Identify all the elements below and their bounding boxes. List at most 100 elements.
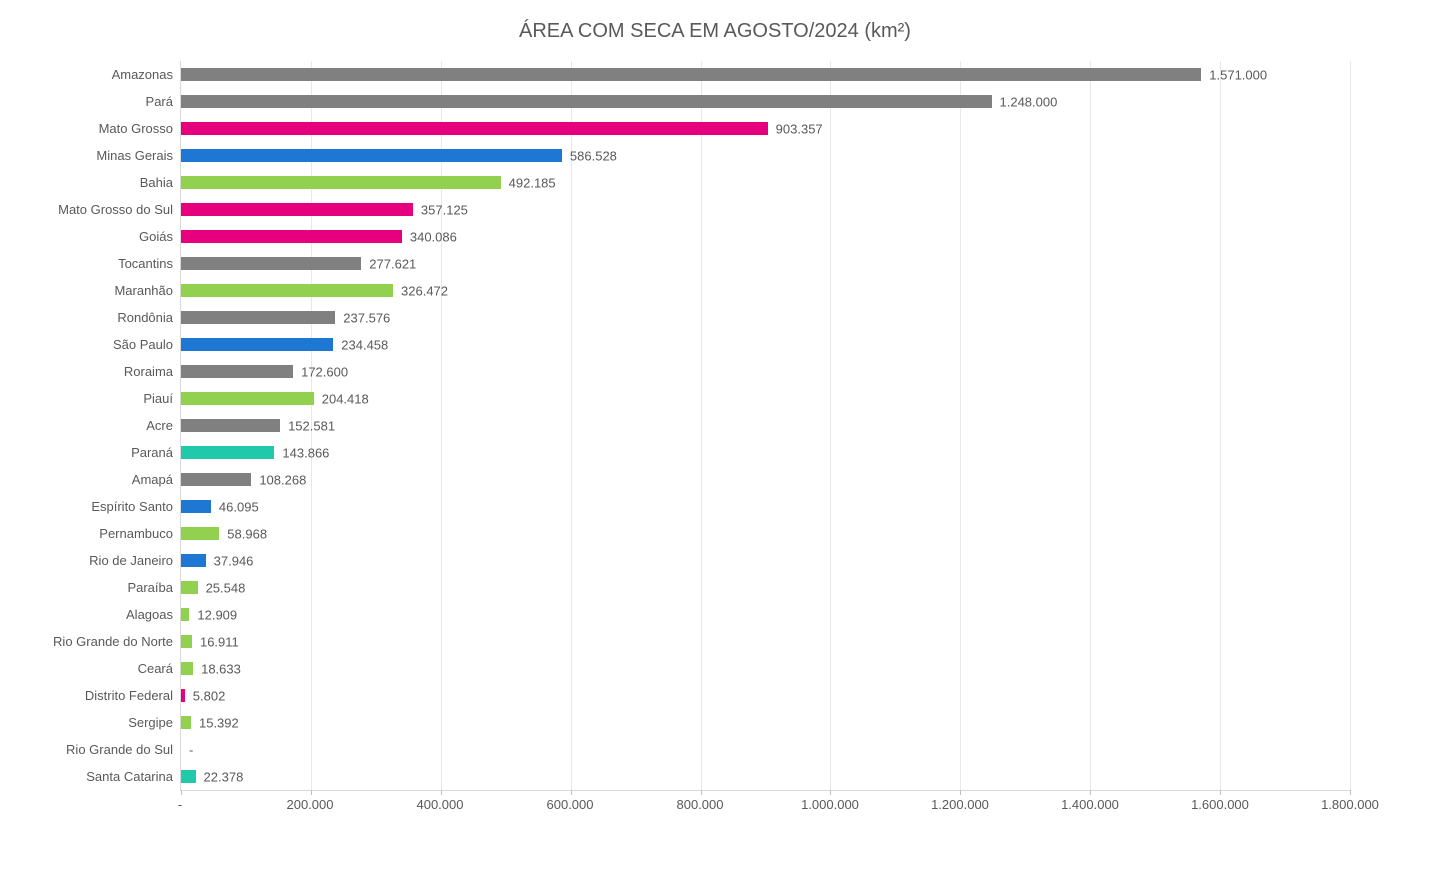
value-label: 326.472 — [401, 283, 448, 298]
category-label: Amazonas — [41, 68, 181, 82]
bar-row: Espírito Santo46.095 — [181, 493, 1350, 520]
category-label: Tocantins — [41, 257, 181, 271]
bar: 586.528 — [181, 149, 562, 162]
bar: 237.576 — [181, 311, 335, 324]
category-label: Mato Grosso do Sul — [41, 203, 181, 217]
bar: 903.357 — [181, 122, 768, 135]
value-label: 1.571.000 — [1209, 67, 1267, 82]
value-label: 37.946 — [214, 553, 254, 568]
x-tick-label: 1.400.000 — [1061, 797, 1119, 812]
category-label: Pernambuco — [41, 527, 181, 541]
bar-row: Pará1.248.000 — [181, 88, 1350, 115]
x-tick-label: 1.600.000 — [1191, 797, 1249, 812]
bar: 172.600 — [181, 365, 293, 378]
value-label: 586.528 — [570, 148, 617, 163]
bar: 22.378 — [181, 770, 196, 783]
bar-row: Goiás340.086 — [181, 223, 1350, 250]
x-tick-label: 400.000 — [416, 797, 463, 812]
bar: 234.458 — [181, 338, 333, 351]
bar-row: Rio de Janeiro37.946 — [181, 547, 1350, 574]
bar-row: Amapá108.268 — [181, 466, 1350, 493]
value-label: 15.392 — [199, 715, 239, 730]
bar-row: Roraima172.600 — [181, 358, 1350, 385]
plot-area: Amazonas1.571.000Pará1.248.000Mato Gross… — [180, 61, 1350, 791]
category-label: Amapá — [41, 473, 181, 487]
bar: 492.185 — [181, 176, 501, 189]
value-label: 16.911 — [200, 634, 239, 649]
value-label: 5.802 — [193, 688, 226, 703]
bar-row: Piauí204.418 — [181, 385, 1350, 412]
category-label: Ceará — [41, 662, 181, 676]
value-label: 234.458 — [341, 337, 388, 352]
value-label: 46.095 — [219, 499, 259, 514]
value-label: 1.248.000 — [1000, 94, 1058, 109]
value-label: 357.125 — [421, 202, 468, 217]
bar-row: Santa Catarina22.378 — [181, 763, 1350, 790]
category-label: São Paulo — [41, 338, 181, 352]
bar-row: Sergipe15.392 — [181, 709, 1350, 736]
x-tick-label: 600.000 — [547, 797, 594, 812]
category-label: Maranhão — [41, 284, 181, 298]
x-tick-label: 800.000 — [676, 797, 723, 812]
bar: 46.095 — [181, 500, 211, 513]
category-label: Rondônia — [41, 311, 181, 325]
bar: 152.581 — [181, 419, 280, 432]
category-label: Goiás — [41, 230, 181, 244]
value-label: 237.576 — [343, 310, 390, 325]
value-label: 204.418 — [322, 391, 369, 406]
bar-row: Rondônia237.576 — [181, 304, 1350, 331]
bar-row: Rio Grande do Sul- — [181, 736, 1350, 763]
bar-row: Maranhão326.472 — [181, 277, 1350, 304]
bar: 37.946 — [181, 554, 206, 567]
bar: 5.802 — [181, 689, 185, 702]
value-label: 340.086 — [410, 229, 457, 244]
bar: 25.548 — [181, 581, 198, 594]
bar: 12.909 — [181, 608, 189, 621]
value-label: 492.185 — [509, 175, 556, 190]
bar: 326.472 — [181, 284, 393, 297]
bar: 340.086 — [181, 230, 402, 243]
value-label: - — [189, 742, 193, 757]
category-label: Rio Grande do Sul — [41, 743, 181, 757]
category-label: Roraima — [41, 365, 181, 379]
bar: 1.248.000 — [181, 95, 992, 108]
bar-row: Ceará18.633 — [181, 655, 1350, 682]
category-label: Sergipe — [41, 716, 181, 730]
value-label: 25.548 — [206, 580, 246, 595]
bar: 277.621 — [181, 257, 361, 270]
category-label: Espírito Santo — [41, 500, 181, 514]
value-label: 903.357 — [776, 121, 823, 136]
bar-row: Distrito Federal5.802 — [181, 682, 1350, 709]
category-label: Rio Grande do Norte — [41, 635, 181, 649]
value-label: 143.866 — [282, 445, 329, 460]
value-label: 18.633 — [201, 661, 241, 676]
category-label: Mato Grosso — [41, 122, 181, 136]
bar-row: Alagoas12.909 — [181, 601, 1350, 628]
bar-row: Paraíba25.548 — [181, 574, 1350, 601]
bar: 16.911 — [181, 635, 192, 648]
category-label: Acre — [41, 419, 181, 433]
x-tick-label: 1.200.000 — [931, 797, 989, 812]
category-label: Pará — [41, 95, 181, 109]
category-label: Piauí — [41, 392, 181, 406]
chart-container: Amazonas1.571.000Pará1.248.000Mato Gross… — [180, 61, 1350, 815]
value-label: 277.621 — [369, 256, 416, 271]
bar-row: Mato Grosso do Sul357.125 — [181, 196, 1350, 223]
x-tick-label: - — [178, 797, 182, 812]
category-label: Paraíba — [41, 581, 181, 595]
value-label: 152.581 — [288, 418, 335, 433]
bar-row: São Paulo234.458 — [181, 331, 1350, 358]
x-tick-label: 1.800.000 — [1321, 797, 1379, 812]
category-label: Bahia — [41, 176, 181, 190]
bar-row: Amazonas1.571.000 — [181, 61, 1350, 88]
bar-row: Bahia492.185 — [181, 169, 1350, 196]
value-label: 58.968 — [227, 526, 267, 541]
value-label: 12.909 — [197, 607, 237, 622]
bar: 1.571.000 — [181, 68, 1201, 81]
value-label: 108.268 — [259, 472, 306, 487]
bar-row: Paraná143.866 — [181, 439, 1350, 466]
category-label: Santa Catarina — [41, 770, 181, 784]
bar-row: Mato Grosso903.357 — [181, 115, 1350, 142]
bar: 108.268 — [181, 473, 251, 486]
category-label: Distrito Federal — [41, 689, 181, 703]
